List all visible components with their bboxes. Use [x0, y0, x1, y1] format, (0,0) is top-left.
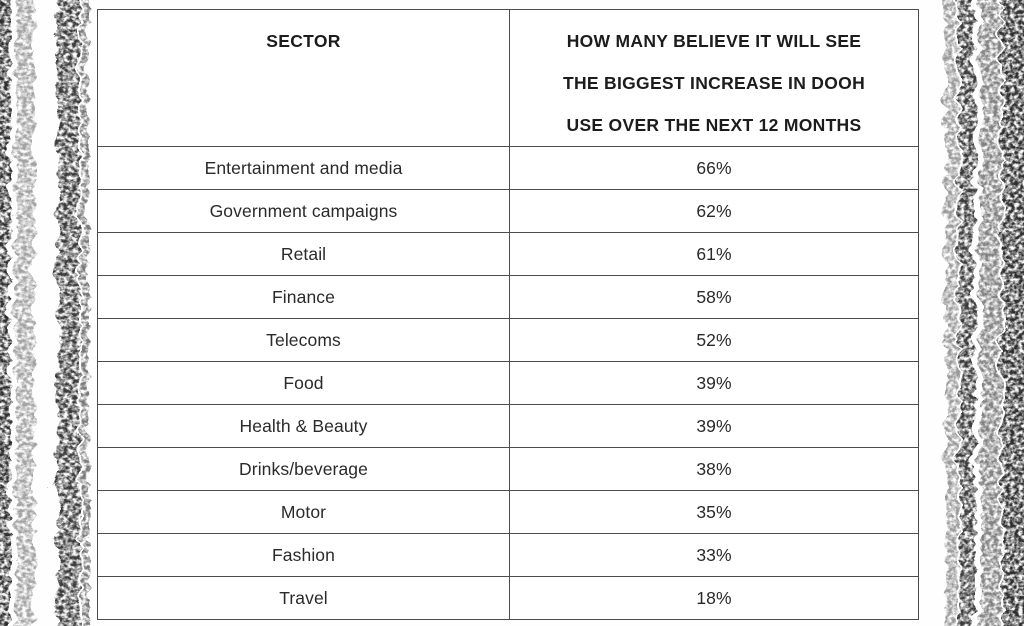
column-header-belief-line-3: USE OVER THE NEXT 12 MONTHS	[566, 115, 862, 135]
crayon-texture-right	[942, 0, 1024, 626]
table-row: Telecoms 52%	[97, 318, 919, 362]
table-row: Retail 61%	[97, 232, 919, 276]
dooh-sector-table: SECTOR HOW MANY BELIEVE IT WILL SEE THE …	[97, 9, 919, 620]
column-header-sector: SECTOR	[97, 9, 510, 147]
value-cell: 33%	[509, 533, 919, 577]
sector-cell: Travel	[97, 576, 510, 620]
column-header-belief-line-1: HOW MANY BELIEVE IT WILL SEE	[566, 31, 862, 51]
crayon-stroke	[942, 0, 954, 626]
crayon-stroke	[78, 0, 85, 626]
sector-cell: Food	[97, 361, 510, 405]
column-header-belief: HOW MANY BELIEVE IT WILL SEE THE BIGGEST…	[509, 9, 919, 147]
crayon-stroke	[977, 0, 997, 626]
table-row: Food 39%	[97, 361, 919, 405]
table-row: Motor 35%	[97, 490, 919, 534]
sector-cell: Government campaigns	[97, 189, 510, 233]
crayon-stroke	[999, 0, 1024, 626]
table-row: Health & Beauty 39%	[97, 404, 919, 448]
crayon-texture-left	[0, 0, 85, 626]
table-row: Drinks/beverage 38%	[97, 447, 919, 491]
sector-cell: Drinks/beverage	[97, 447, 510, 491]
value-cell: 35%	[509, 490, 919, 534]
column-header-belief-line-2: THE BIGGEST INCREASE IN DOOH	[562, 73, 866, 93]
value-cell: 38%	[509, 447, 919, 491]
table-row: Government campaigns 62%	[97, 189, 919, 233]
sector-cell: Telecoms	[97, 318, 510, 362]
value-cell: 39%	[509, 361, 919, 405]
value-cell: 18%	[509, 576, 919, 620]
sector-cell: Retail	[97, 232, 510, 276]
sector-cell: Fashion	[97, 533, 510, 577]
value-cell: 62%	[509, 189, 919, 233]
value-cell: 61%	[509, 232, 919, 276]
table-body: Entertainment and media 66% Government c…	[97, 146, 919, 620]
table-row: Fashion 33%	[97, 533, 919, 577]
crayon-stroke	[0, 0, 6, 626]
table-header-row: SECTOR HOW MANY BELIEVE IT WILL SEE THE …	[97, 9, 919, 147]
crayon-stroke	[54, 0, 76, 626]
table-row: Entertainment and media 66%	[97, 146, 919, 190]
sector-cell: Finance	[97, 275, 510, 319]
column-header-sector-label: SECTOR	[266, 31, 341, 51]
value-cell: 58%	[509, 275, 919, 319]
sector-cell: Entertainment and media	[97, 146, 510, 190]
table-row: Travel 18%	[97, 576, 919, 620]
crayon-stroke	[12, 0, 31, 626]
sector-cell: Motor	[97, 490, 510, 534]
value-cell: 52%	[509, 318, 919, 362]
value-cell: 66%	[509, 146, 919, 190]
table-row: Finance 58%	[97, 275, 919, 319]
crayon-stroke	[956, 0, 971, 626]
value-cell: 39%	[509, 404, 919, 448]
sector-cell: Health & Beauty	[97, 404, 510, 448]
